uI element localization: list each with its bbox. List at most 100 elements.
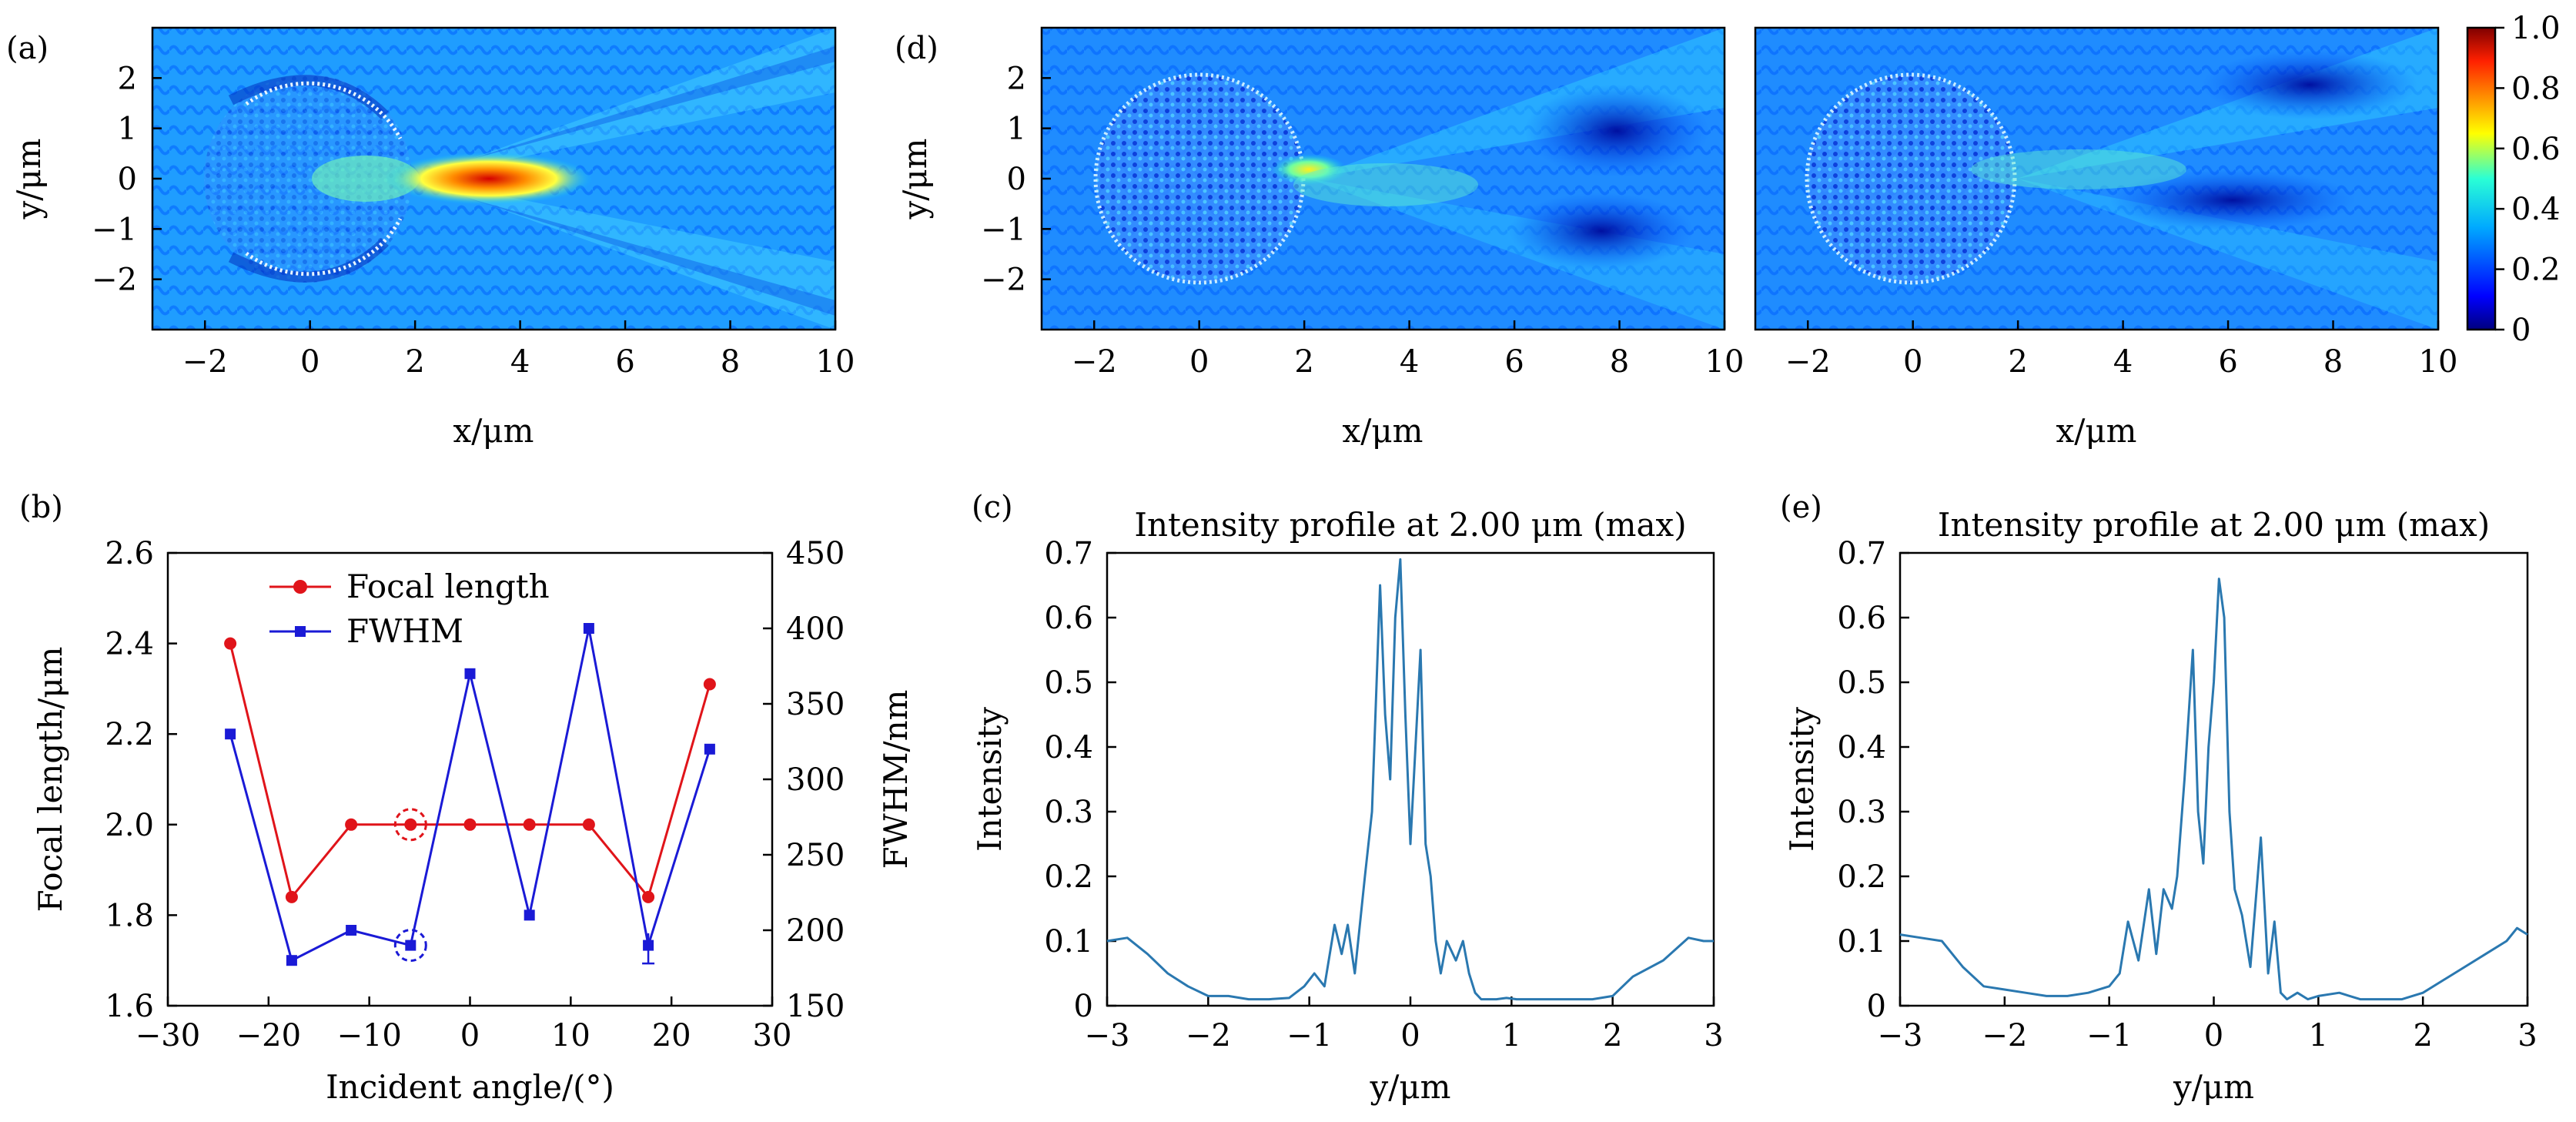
panel-label-d: (d) — [895, 31, 938, 66]
y-tick-label: 1 — [1007, 112, 1026, 147]
y-tick-label: 0.3 — [1837, 795, 1886, 830]
x-tick-label: 2 — [1294, 344, 1313, 380]
x-tick-label: 10 — [2419, 344, 2458, 380]
y-tick-label: 0.6 — [1044, 601, 1093, 636]
y-tick-label: −1 — [92, 212, 137, 247]
x-tick-label: 2 — [1603, 1018, 1622, 1053]
colorbar-tick-label: 0.4 — [2511, 192, 2561, 227]
y-tick-label: 0.5 — [1837, 665, 1886, 701]
panel-e: (e) −3 −2 −1 0 1 2 3 0.7 0.6 0.5 0.4 0.3 0.2 0.1 0 Inte… — [1780, 490, 2538, 1106]
chart-b: −30 −20 −10 0 10 20 30 2.6 2.4 2.2 2.0 1.8 1.6 450 400… — [32, 536, 915, 1106]
y-axis-label-b: Focal length/μm — [32, 647, 69, 913]
y-tick-label: 0.1 — [1837, 924, 1886, 960]
colorbar-tick-label: 0 — [2511, 313, 2531, 348]
legend-label-fwhm: FWHM — [346, 612, 463, 650]
fwhm-point — [524, 909, 535, 921]
y-tick-label: 0.2 — [1044, 859, 1093, 895]
plot-frame-e — [1899, 551, 2529, 1007]
fwhm-point — [583, 623, 594, 634]
x-tick-label: −30 — [135, 1018, 200, 1053]
y-tick-label: 0.5 — [1044, 665, 1093, 701]
y-tick-label: 0.4 — [1044, 730, 1093, 765]
panel-b: (b) −30 −20 −10 0 10 20 30 2.6 2.4 2.2 2.0 1.8 1.6 45… — [19, 490, 915, 1106]
colorbar-tick-label: 0.8 — [2511, 71, 2561, 106]
panel-label-c: (c) — [972, 490, 1013, 525]
axes-ticks-d-right: −2 0 2 4 6 8 10 — [1785, 320, 2458, 380]
colorbar-gradient — [2466, 26, 2497, 331]
y-tick-label: 1 — [118, 112, 137, 147]
x-tick-label: −2 — [1982, 1018, 2027, 1053]
y-tick-label: 2.0 — [105, 808, 154, 843]
focal-length-point — [285, 890, 298, 903]
colorbar: 1.0 0.8 0.6 0.4 0.2 0 — [2466, 11, 2561, 348]
y-right-tick-label: 400 — [786, 611, 845, 647]
y-axis-label-a: y/μm — [10, 139, 48, 220]
x-tick-label: −20 — [236, 1018, 301, 1053]
y-axis-label-right-b: FWHM/nm — [877, 690, 915, 869]
x-axis-label-c: y/μm — [1370, 1068, 1451, 1106]
intensity-series-e — [1899, 578, 2528, 1001]
y-axis-label-d: y/μm — [896, 139, 934, 220]
x-tick-label: 4 — [1400, 344, 1419, 380]
y-tick-label: 2 — [1007, 61, 1026, 96]
y-right-tick-label: 250 — [786, 838, 845, 873]
focal-length-point — [523, 818, 536, 831]
y-tick-label: 0 — [1074, 989, 1093, 1024]
legend-marker-focal-length — [293, 580, 307, 594]
y-tick-label: 2.4 — [105, 627, 154, 662]
x-tick-label: 1 — [2309, 1018, 2328, 1053]
x-tick-label: −2 — [1785, 344, 1831, 380]
fwhm-point — [464, 668, 476, 679]
fwhm-point — [346, 925, 357, 936]
intensity-series-c — [1106, 558, 1714, 1001]
fwhm-point — [286, 955, 297, 966]
x-tick-label: 10 — [1705, 344, 1745, 380]
y-right-tick-label: 350 — [786, 687, 845, 722]
x-tick-label: 4 — [2113, 344, 2133, 380]
chart-title-c: Intensity profile at 2.00 μm (max) — [1134, 506, 1686, 544]
y-tick-label: 2 — [118, 61, 137, 96]
chart-e: −3 −2 −1 0 1 2 3 0.7 0.6 0.5 0.4 0.3 0.2 0.1 0 Intensit… — [1783, 506, 2538, 1106]
x-tick-label: 3 — [1704, 1018, 1723, 1053]
x-tick-label: −2 — [1186, 1018, 1231, 1053]
highlight-circle-fwhm — [393, 929, 427, 963]
y-right-tick-label: 200 — [786, 913, 845, 949]
x-tick-label: 20 — [652, 1018, 691, 1053]
field-map-d-right — [1755, 28, 2438, 330]
legend-label-focal-length: Focal length — [346, 568, 550, 605]
fwhm-point — [225, 728, 236, 740]
y-tick-label: 0.4 — [1837, 730, 1886, 765]
x-axis-label-a: x/μm — [453, 412, 534, 450]
x-tick-label: 0 — [1189, 344, 1209, 380]
y-right-tick-label: 150 — [786, 989, 845, 1024]
x-tick-label: 0 — [2204, 1018, 2223, 1053]
fwhm-point — [704, 743, 715, 755]
x-tick-label: −10 — [336, 1018, 401, 1053]
plot-frame-d-right — [1754, 26, 2440, 331]
x-tick-label: 4 — [510, 344, 530, 380]
y-tick-label: 1.6 — [105, 989, 154, 1024]
x-tick-label: 0 — [1903, 344, 1922, 380]
legend-marker-fwhm — [295, 626, 306, 637]
field-map-a — [152, 28, 835, 330]
panel-label-e: (e) — [1780, 490, 1822, 525]
y-right-tick-label: 450 — [786, 536, 845, 571]
y-tick-label: −1 — [981, 212, 1026, 247]
y-tick-label: 0 — [1867, 989, 1886, 1024]
x-tick-label: 6 — [2218, 344, 2237, 380]
x-tick-label: 8 — [2323, 344, 2343, 380]
fwhm-point — [405, 939, 417, 951]
focal-length-point — [463, 818, 477, 831]
x-axis-label-e: y/μm — [2173, 1068, 2254, 1106]
panel-label-a: (a) — [6, 31, 49, 66]
y-tick-label: 2.6 — [105, 536, 154, 571]
focal-length-point — [224, 637, 237, 650]
y-tick-label: 0.7 — [1837, 536, 1886, 571]
x-tick-label: −2 — [182, 344, 228, 380]
x-tick-label: −3 — [1085, 1018, 1130, 1053]
y-axis-label-e: Intensity — [1783, 707, 1821, 852]
